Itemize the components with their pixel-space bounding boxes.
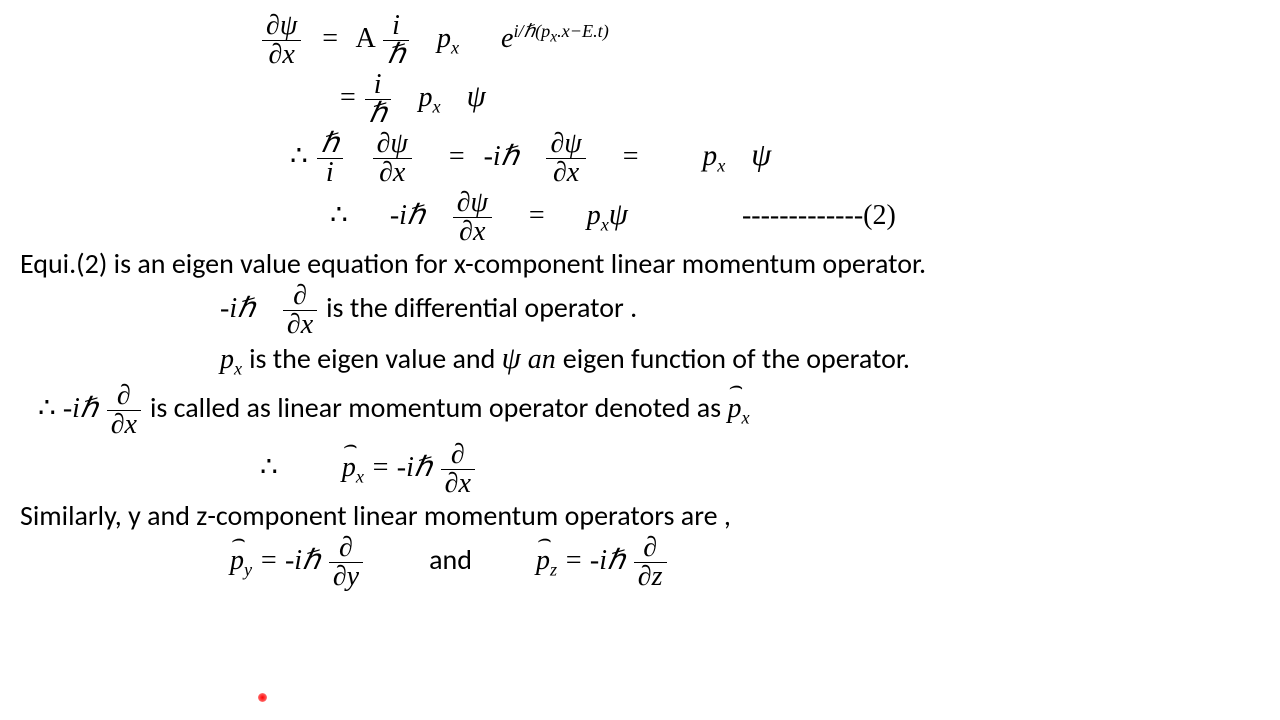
therefore: ∴ xyxy=(260,452,278,483)
phat-sub: x xyxy=(356,466,364,486)
dpsi-den: ∂x xyxy=(373,159,412,187)
laser-pointer-dot xyxy=(258,693,267,702)
d-num: ∂ xyxy=(283,282,317,311)
dpsi-den: ∂x xyxy=(453,218,492,246)
i-num: i xyxy=(383,12,409,41)
document-page: ∂ψ∂x = A iℏ px ei/ℏ(px.x−E.t) = iℏ px ψ … xyxy=(0,0,1280,603)
px-p: p xyxy=(220,344,234,375)
d-den-y: ∂y xyxy=(329,563,363,591)
px-p: p xyxy=(587,200,601,231)
exp-tail: .x−E.t) xyxy=(557,21,609,41)
i-num: i xyxy=(365,71,391,100)
hbar-num: ℏ xyxy=(317,130,343,159)
px-sub: x xyxy=(451,38,459,58)
d-num: ∂ xyxy=(107,382,141,411)
paragraph-1: Equi.(2) is an eigen value equation for … xyxy=(20,248,1260,280)
an-text: an xyxy=(528,344,556,375)
px-p: p xyxy=(703,140,718,172)
paragraph-2: Similarly, y and z-component linear mome… xyxy=(20,500,1260,532)
dpsi-num: ∂ψ xyxy=(262,12,301,41)
psi: ψ xyxy=(609,197,628,231)
hbar-den: ℏ xyxy=(365,100,391,128)
eigen-text-mid: is the eigen value and xyxy=(249,341,502,376)
eigen-text-tail: eigen function of the operator. xyxy=(563,341,910,376)
px-sub: x xyxy=(433,97,441,117)
dpsi-num: ∂ψ xyxy=(453,189,492,218)
d-den-z: ∂z xyxy=(634,563,667,591)
equals: = xyxy=(322,23,338,54)
equals: = xyxy=(623,141,639,172)
px-sub: x xyxy=(234,359,242,379)
p-hat-y: ⌢p xyxy=(230,545,244,577)
d-num: ∂ xyxy=(441,441,475,470)
d-num: ∂ xyxy=(329,534,363,563)
equation-line-3: ∴ ℏi ∂ψ∂x = -iℏ ∂ψ∂x = px ψ xyxy=(20,130,1260,187)
equation-line-2: = iℏ px ψ xyxy=(20,71,1260,128)
minus-ihbar: -iℏ xyxy=(390,200,425,231)
d-den: ∂x xyxy=(283,311,317,339)
d-den: ∂x xyxy=(441,470,475,498)
psi: ψ xyxy=(467,79,486,113)
diff-op-text: is the differential operator . xyxy=(326,290,637,325)
px-sub: x xyxy=(601,215,609,235)
therefore: ∴ xyxy=(38,393,56,424)
px-p: p xyxy=(419,82,433,113)
p-hat-x: ⌢p xyxy=(342,452,356,484)
and-text: and xyxy=(429,542,472,577)
equation-line-4: ∴ -iℏ ∂ψ∂x = pxψ -------------(2) xyxy=(20,189,1260,246)
minus-ihbar: -iℏ xyxy=(484,141,519,172)
d-num: ∂ xyxy=(634,534,667,563)
psi: ψ xyxy=(502,341,521,375)
p-hat-x: ⌢p xyxy=(727,393,741,425)
psi: ψ xyxy=(751,136,771,172)
equation-line-6: px is the eigen value and ψ an eigen fun… xyxy=(20,341,1260,380)
equation-number: -------------(2) xyxy=(742,200,896,231)
equation-line-1: ∂ψ∂x = A iℏ px ei/ℏ(px.x−E.t) xyxy=(20,12,1260,69)
equals-mih: = -iℏ xyxy=(564,545,632,576)
e-base: e xyxy=(501,23,513,54)
equals-mih: = -iℏ xyxy=(259,545,327,576)
p-hat-z: ⌢p xyxy=(536,545,550,577)
called-as-text: is called as linear momentum operator de… xyxy=(150,390,728,425)
px-p: p xyxy=(437,23,451,54)
phat-sub: x xyxy=(741,407,749,427)
dpsi-den: ∂x xyxy=(262,41,301,69)
equation-line-7: ∴ -iℏ ∂∂x is called as linear momentum o… xyxy=(20,382,1260,439)
phat-sub-z: z xyxy=(550,559,557,579)
i-den: i xyxy=(317,159,343,187)
equation-line-5: -iℏ ∂∂x is the differential operator . xyxy=(20,282,1260,339)
equals: = xyxy=(449,141,465,172)
dpsi-num: ∂ψ xyxy=(373,130,412,159)
phat-sub-y: y xyxy=(244,559,252,579)
equals: = xyxy=(340,82,356,113)
equals: = xyxy=(529,200,545,231)
therefore: ∴ xyxy=(330,200,348,231)
equation-line-9: ⌢py = -iℏ ∂∂y and ⌢pz = -iℏ ∂∂z xyxy=(20,534,1260,591)
px-sub: x xyxy=(717,156,725,176)
equation-line-8: ∴ ⌢px = -iℏ ∂∂x xyxy=(20,441,1260,498)
coef-a: A xyxy=(356,23,375,54)
dpsi-den: ∂x xyxy=(546,159,585,187)
therefore: ∴ xyxy=(290,141,308,172)
minus-ihbar: -iℏ xyxy=(220,293,255,324)
minus-ihbar: -iℏ xyxy=(63,393,105,424)
dpsi-num: ∂ψ xyxy=(546,130,585,159)
equals-mih: = -iℏ xyxy=(371,452,439,483)
exp-head: i/ℏ(p xyxy=(513,21,550,41)
d-den: ∂x xyxy=(107,411,141,439)
hbar-den: ℏ xyxy=(383,41,409,69)
